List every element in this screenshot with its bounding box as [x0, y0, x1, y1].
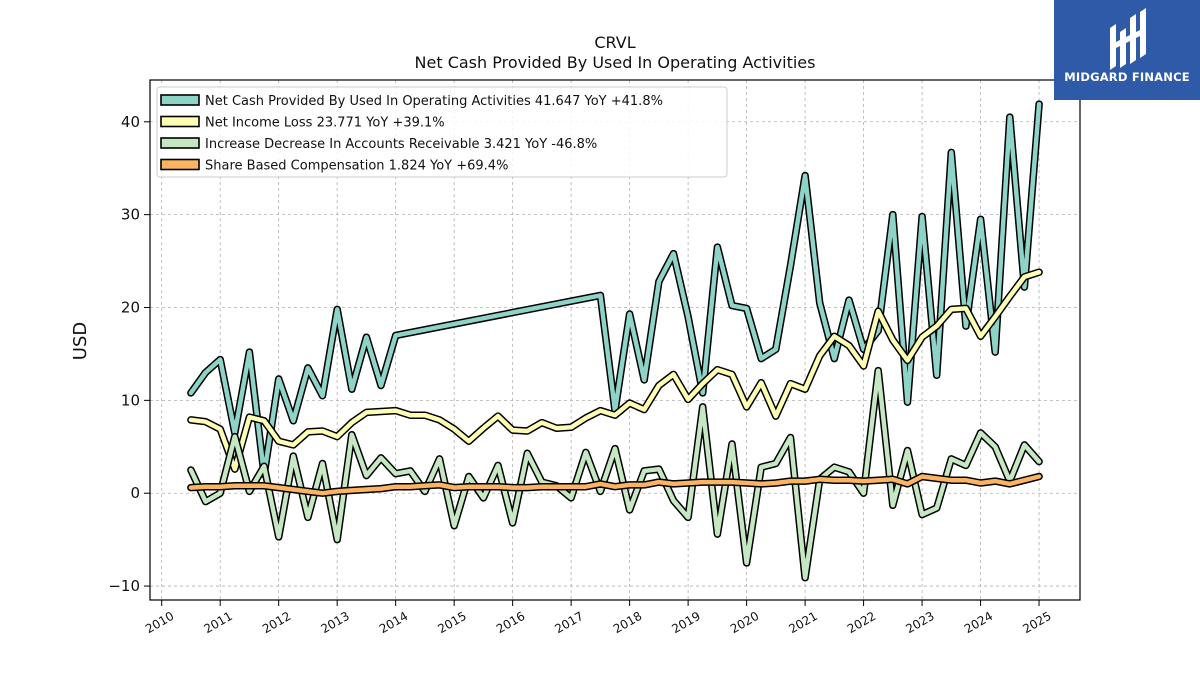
- brand-name: MIDGARD FINANCE: [1064, 70, 1190, 84]
- legend-swatch: [160, 158, 200, 171]
- x-tick-label: 2017: [552, 609, 585, 636]
- x-tick-label: 2025: [1020, 609, 1053, 636]
- y-tick-label: 40: [121, 113, 140, 131]
- series-net-cash-provided-by-used-in-operating-activities: [187, 100, 1043, 479]
- x-tick-label: 2023: [903, 609, 936, 636]
- legend-entry-label: Increase Decrease In Accounts Receivable…: [205, 137, 597, 152]
- x-tick-label: 2019: [669, 609, 702, 636]
- x-tick-label: 2022: [845, 609, 878, 636]
- x-tick-label: 2014: [377, 609, 410, 636]
- chart-subtitle: Net Cash Provided By Used In Operating A…: [415, 53, 816, 72]
- series-net-income-loss: [187, 268, 1043, 473]
- series-line: [188, 368, 1042, 580]
- x-tick-label: 2011: [201, 609, 234, 636]
- y-tick-label: 10: [121, 391, 140, 409]
- y-tick-label: 0: [130, 484, 140, 502]
- series-line: [188, 474, 1042, 496]
- series-layer: [187, 100, 1043, 582]
- y-axis: −10 0 10 20 30 40: [108, 113, 150, 595]
- x-tick-label: 2018: [611, 609, 644, 636]
- series-line: [188, 101, 1042, 477]
- legend: Net Cash Provided By Used In Operating A…: [156, 86, 728, 178]
- legend-entry-label: Net Cash Provided By Used In Operating A…: [205, 94, 663, 109]
- chart-title: CRVL: [594, 33, 635, 52]
- x-tick-label: 2013: [318, 609, 351, 636]
- legend-entry-label: Net Income Loss 23.771 YoY +39.1%: [205, 116, 445, 131]
- x-tick-label: 2024: [962, 609, 995, 636]
- brand-logo: MIDGARD FINANCE: [1054, 0, 1200, 100]
- series-increase-decrease-in-accounts-receivable: [187, 366, 1043, 582]
- legend-swatch: [160, 94, 200, 106]
- series-share-based-compensation: [187, 472, 1043, 497]
- x-axis: 2010 2011 2012 2013 2014 2015 2016 2017 2018 2019…: [143, 600, 1054, 636]
- x-tick-label: 2021: [786, 609, 819, 636]
- y-tick-label: −10: [108, 577, 140, 595]
- x-tick-label: 2010: [143, 609, 176, 636]
- midgard-logo-icon: [1110, 8, 1146, 70]
- x-tick-label: 2015: [435, 609, 468, 636]
- legend-entry-label: Share Based Compensation 1.824 YoY +69.4…: [205, 159, 508, 174]
- series-line: [188, 269, 1042, 472]
- legend-box: [156, 86, 728, 178]
- legend-swatch: [160, 115, 200, 128]
- plot-frame: [149, 79, 1081, 601]
- y-tick-label: 30: [121, 206, 140, 224]
- x-tick-label: 2016: [494, 609, 527, 636]
- y-axis-label: USD: [70, 322, 91, 360]
- y-tick-label: 20: [121, 299, 140, 317]
- x-tick-label: 2012: [260, 609, 293, 636]
- legend-swatch: [160, 137, 200, 149]
- x-tick-label: 2020: [728, 609, 761, 636]
